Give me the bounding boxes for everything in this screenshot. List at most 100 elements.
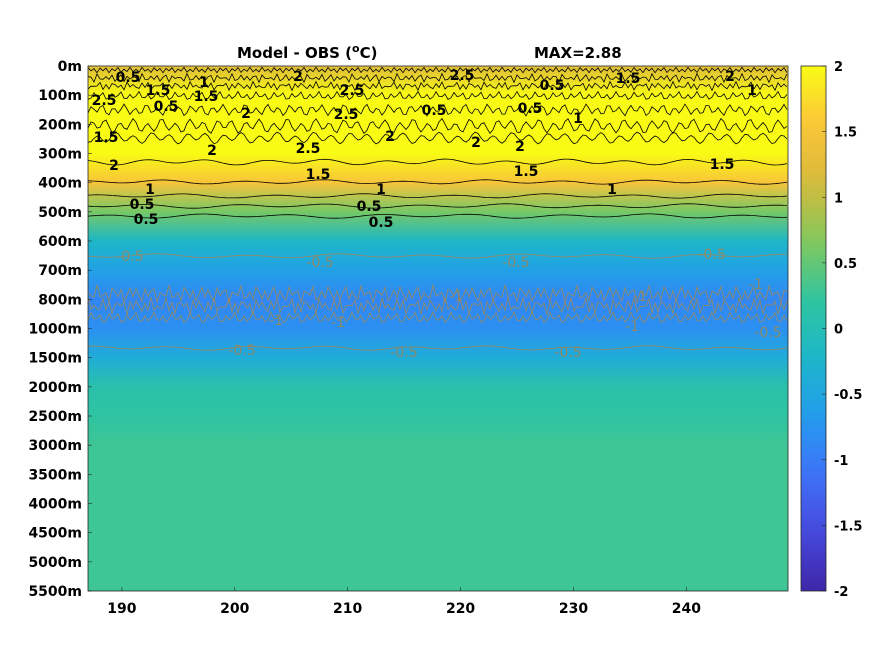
x-tick-label: 230: [559, 601, 588, 617]
contour-label: -0.5: [116, 249, 143, 265]
y-tick-label: 2000m: [28, 380, 82, 396]
colorbar-tick-label: 1: [834, 191, 843, 206]
contour-label: -0.5: [554, 345, 581, 361]
contour-line: [87, 193, 788, 199]
contour-line: [87, 80, 788, 92]
contour-label: 1: [376, 182, 386, 198]
contour-line: [87, 72, 788, 84]
contour-line: [87, 158, 788, 166]
y-tick-label: 3500m: [28, 467, 82, 483]
contour-line: [87, 283, 788, 305]
colorbar-tick-label: 1.5: [834, 126, 857, 141]
contour-label: -1: [449, 289, 463, 305]
colorbar-ticks: 2 1.5 1 0.5 0 -0.5 -1 -1.5 -2: [822, 60, 862, 600]
contour-label: -1: [625, 319, 639, 335]
y-tick-label: 400m: [38, 176, 82, 192]
x-axis: 190 200 210 220 230 240: [107, 587, 701, 617]
y-axis: 0m 100m 200m 300m 400m 500m 600m 700m 800m 1000m 1…: [28, 59, 92, 600]
contour-lines: [87, 66, 788, 351]
y-tick-label: 3000m: [28, 438, 82, 454]
contour-line: [87, 103, 788, 117]
contour-label: -1: [749, 277, 763, 293]
contour-label: 0.5: [518, 101, 543, 117]
colorbar-tick-label: 0: [834, 323, 843, 338]
contour-label: 2: [471, 135, 481, 151]
contour-label: 0.5: [116, 70, 141, 86]
contour-label: 0.5: [540, 78, 565, 94]
contour-line: [87, 310, 788, 324]
contour-line: [87, 296, 788, 316]
y-tick-label: 5500m: [28, 584, 82, 600]
contour-line: [88, 345, 788, 351]
contour-label: 2.5: [296, 141, 321, 157]
contour-label: -0.5: [390, 345, 417, 361]
contour-label: 2: [725, 69, 735, 85]
y-tick-label: 600m: [38, 234, 82, 250]
colorbar-tick-label: -0.5: [834, 388, 862, 403]
contour-label: 0.5: [154, 99, 179, 115]
y-tick-label: 800m: [38, 292, 82, 308]
contour-label: -0.5: [698, 247, 725, 263]
contour-label: 1.5: [710, 157, 735, 173]
contour-label: 0.5: [422, 103, 447, 119]
contour-label: 1.5: [194, 89, 219, 105]
contour-label: 1.5: [94, 130, 119, 146]
contour-line: [87, 179, 788, 185]
contour-label: 1.5: [146, 83, 171, 99]
contour-label: 1: [573, 111, 583, 127]
contour-line: [87, 253, 787, 259]
contour-label: -1: [633, 289, 647, 305]
contour-labels: 0.51.5 1 22.52.50.5 1.5 212.5 0.51.52 2.5 0.5 0.…: [92, 68, 782, 361]
x-tick-label: 220: [446, 601, 475, 617]
contour-label: 1: [747, 83, 757, 99]
contour-line: [87, 203, 788, 209]
contour-label: 0.5: [130, 197, 155, 213]
y-tick-label: 100m: [38, 88, 82, 104]
colorbar: [800, 65, 827, 592]
chart-title: Model - OBS (oC): [237, 42, 377, 62]
contour-label: 1: [145, 182, 155, 198]
y-tick-label: 1500m: [28, 351, 82, 367]
contour-label: -1: [331, 315, 345, 331]
contour-line: [87, 66, 788, 74]
colorbar-tick-label: -2: [834, 585, 848, 600]
contour-label: 1.5: [616, 71, 641, 87]
contour-line: [87, 131, 788, 145]
contour-label: 0.5: [369, 215, 394, 231]
y-tick-label: 5000m: [28, 555, 82, 571]
contour-label: 1.5: [306, 167, 331, 183]
x-tick-label: 200: [220, 601, 249, 617]
contour-label: -0.5: [306, 255, 333, 271]
contour-label: -0.5: [754, 325, 781, 341]
contour-label: 2: [385, 129, 395, 145]
x-tick-label: 190: [107, 601, 136, 617]
contour-line: [87, 90, 788, 100]
contour-line: [87, 213, 788, 219]
heatmap-field: [88, 66, 788, 591]
contour-label: 2: [109, 158, 119, 174]
contour-label: 0.5: [357, 199, 382, 215]
contour-label: 2: [515, 139, 525, 155]
chart-max-label: MAX=2.88: [534, 44, 622, 62]
x-tick-label: 240: [672, 601, 701, 617]
colorbar-tick-label: 2: [834, 60, 843, 75]
colorbar-tick-label: -1.5: [834, 519, 862, 534]
y-tick-label: 4500m: [28, 526, 82, 542]
colorbar-tick-label: 0.5: [834, 257, 857, 272]
y-tick-label: 4000m: [28, 497, 82, 513]
contour-label: -0.5: [502, 255, 529, 271]
y-tick-label: 300m: [38, 147, 82, 163]
contour-label: 2: [293, 69, 303, 85]
contour-label: 2: [241, 106, 251, 122]
contour-line: [87, 117, 788, 135]
y-tick-label: 200m: [38, 117, 82, 133]
contour-label: -1: [269, 313, 283, 329]
contour-label: 0.5: [134, 212, 159, 228]
y-tick-label: 0m: [58, 59, 82, 75]
y-tick-label: 700m: [38, 263, 82, 279]
contour-label: 2.5: [340, 83, 365, 99]
contour-label: 1: [607, 182, 617, 198]
contour-label: 2: [207, 143, 217, 159]
colorbar-tick-label: -1: [834, 454, 848, 469]
y-tick-label: 1000m: [28, 322, 82, 338]
